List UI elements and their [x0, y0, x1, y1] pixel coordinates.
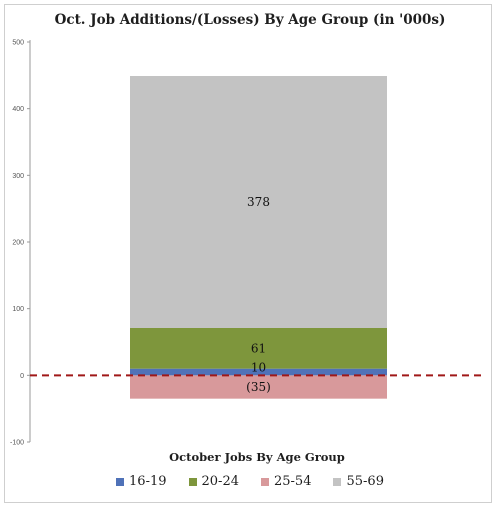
bar-labels-group: 378 61 10 (35)	[246, 195, 271, 394]
legend-item-55-69: 55-69	[333, 474, 384, 489]
legend-item-25-54: 25-54	[261, 474, 311, 489]
bar-segment-20-24	[130, 328, 387, 369]
legend-item-20-24: 20-24	[188, 474, 239, 489]
bar-segment-55-69	[130, 76, 387, 328]
legend-swatch	[116, 477, 125, 486]
bars-group	[130, 76, 387, 399]
legend-swatch	[261, 477, 269, 486]
legend-swatch	[333, 477, 342, 486]
chart-title: Oct. Job Additions/(Losses) By Age Group…	[54, 12, 446, 28]
y-tick-label: -100	[10, 440, 24, 447]
y-tick-label: 200	[12, 240, 24, 247]
y-tick-label: 500	[12, 40, 24, 47]
legend-label: 25-54	[274, 474, 312, 489]
bar-label-20-24: 61	[251, 341, 266, 355]
x-axis-label: October Jobs By Age Group	[169, 450, 345, 464]
legend-label: 55-69	[346, 474, 384, 489]
bar-segment-16-19	[130, 368, 387, 376]
legend-label: 20-24	[201, 474, 239, 489]
bar-label-55-69: 378	[247, 195, 270, 209]
y-tick-label: 100	[12, 306, 24, 313]
bar-label-16-19: 10	[251, 361, 266, 375]
y-tick-label: 300	[12, 173, 24, 180]
legend-swatch	[188, 477, 197, 486]
legend: 16-19 20-24 25-54 55-69	[0, 474, 500, 489]
legend-label: 16-19	[129, 474, 167, 489]
y-tick-label: 400	[12, 106, 24, 113]
y-tick-label: 0	[20, 373, 24, 380]
y-axis-ticks: 500 400 300 200 100 0 -100	[10, 40, 30, 447]
bar-segment-25-54	[130, 375, 387, 399]
bar-label-25-54: (35)	[246, 380, 271, 394]
legend-item-16-19: 16-19	[116, 474, 167, 489]
